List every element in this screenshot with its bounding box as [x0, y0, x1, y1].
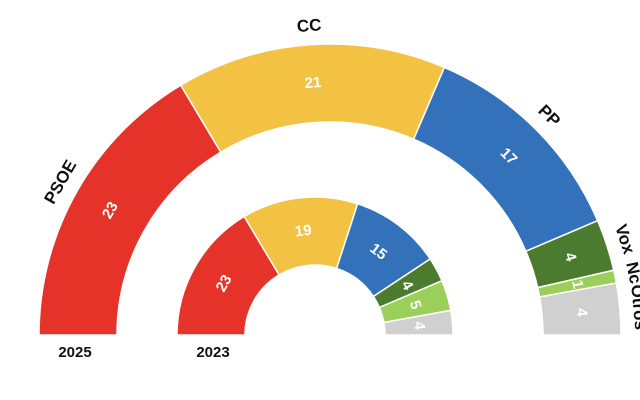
- value-label: 21: [304, 74, 322, 92]
- category-label: CC: [296, 15, 322, 36]
- category-label: Otros: [627, 284, 640, 331]
- value-label: 19: [294, 222, 312, 241]
- value-label: 23: [99, 199, 122, 222]
- value-label: 15: [367, 240, 391, 264]
- category-label: Vox: [611, 222, 638, 257]
- value-label: 4: [410, 321, 428, 331]
- year-label: 2025: [58, 344, 91, 361]
- segment: [383, 309, 454, 336]
- segment: [538, 282, 622, 336]
- value-label: 23: [213, 272, 236, 295]
- category-label: Nc: [622, 260, 640, 285]
- category-label: PP: [534, 101, 563, 130]
- segment: [179, 43, 446, 154]
- value-label: 1: [568, 279, 586, 291]
- value-label: 4: [573, 307, 591, 317]
- year-label: 2023: [196, 344, 229, 361]
